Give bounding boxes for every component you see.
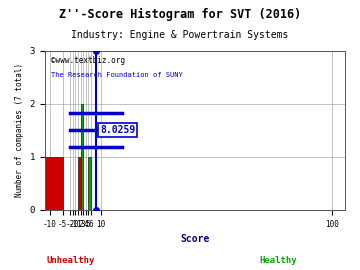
Text: Unhealthy: Unhealthy xyxy=(47,256,95,265)
Bar xyxy=(88,157,91,210)
Text: 8.0259: 8.0259 xyxy=(100,125,135,136)
Y-axis label: Number of companies (7 total): Number of companies (7 total) xyxy=(15,63,24,197)
Text: Healthy: Healthy xyxy=(259,256,297,265)
Text: The Research Foundation of SUNY: The Research Foundation of SUNY xyxy=(51,72,183,77)
Text: Z''-Score Histogram for SVT (2016): Z''-Score Histogram for SVT (2016) xyxy=(59,8,301,21)
Bar xyxy=(45,157,63,210)
Text: Industry: Engine & Powertrain Systems: Industry: Engine & Powertrain Systems xyxy=(71,30,289,40)
Bar xyxy=(78,157,81,210)
Bar xyxy=(81,104,83,210)
Text: ©www.textbiz.org: ©www.textbiz.org xyxy=(51,56,125,65)
X-axis label: Score: Score xyxy=(180,234,210,244)
